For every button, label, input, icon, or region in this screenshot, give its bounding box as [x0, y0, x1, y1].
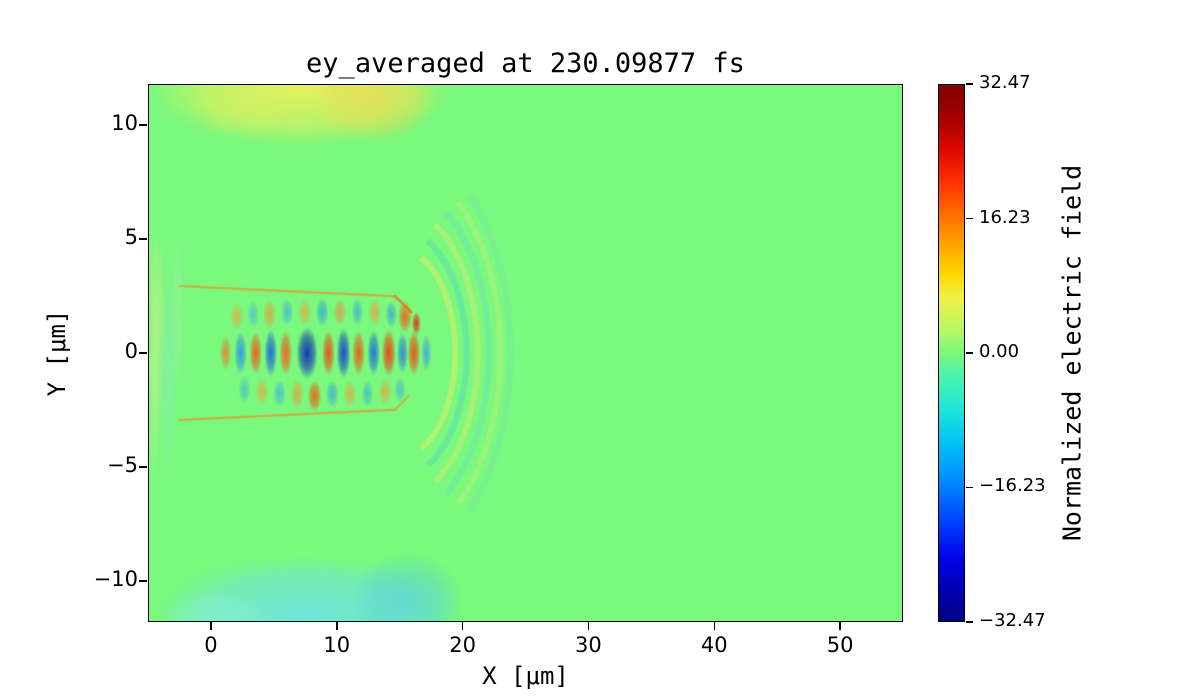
- x-tick-mark: [713, 622, 715, 630]
- colorbar-tick-mark: [966, 621, 973, 623]
- x-tick-label: 30: [575, 633, 602, 657]
- x-tick-label: 40: [700, 633, 728, 657]
- y-tick-mark: [139, 238, 147, 240]
- colorbar-gradient: [939, 85, 964, 621]
- x-tick-label: 0: [204, 633, 218, 657]
- colorbar: [938, 84, 965, 622]
- y-tick-mark: [139, 352, 147, 354]
- y-axis-label: Y [μm]: [43, 309, 71, 397]
- plot-title: ey_averaged at 230.09877 fs: [306, 48, 745, 79]
- colorbar-tick-mark: [966, 217, 973, 220]
- colorbar-tick-label: −16.23: [979, 475, 1046, 497]
- x-axis-label: X [μm]: [482, 662, 569, 690]
- y-tick-mark: [139, 466, 147, 468]
- y-tick-label: −5: [107, 452, 138, 477]
- y-tick-label: 10: [111, 111, 138, 136]
- x-tick-label: 50: [826, 633, 854, 657]
- colorbar-tick-label: 0.00: [979, 341, 1020, 362]
- x-tick-mark: [587, 622, 590, 630]
- y-tick-label: 5: [124, 225, 138, 250]
- x-tick-label: 10: [323, 633, 351, 657]
- y-tick-label: 0: [124, 339, 138, 363]
- colorbar-tick-label: 32.47: [979, 72, 1031, 93]
- colorbar-axis-label: Normalized electric field: [1057, 164, 1087, 542]
- y-tick-mark: [139, 124, 147, 126]
- y-tick-label: −10: [93, 566, 138, 591]
- plot-area: [148, 84, 903, 622]
- y-tick-mark: [139, 580, 147, 582]
- colorbar-tick-mark: [966, 352, 973, 354]
- x-tick-mark: [839, 622, 841, 630]
- colorbar-tick-label: 16.23: [979, 206, 1031, 228]
- colorbar-tick-mark: [966, 486, 973, 489]
- x-tick-mark: [336, 622, 338, 630]
- colorbar-tick-label: −32.47: [979, 610, 1046, 631]
- x-tick-mark: [210, 622, 212, 630]
- colorbar-tick-mark: [966, 83, 973, 85]
- x-tick-label: 20: [449, 633, 476, 657]
- x-tick-mark: [461, 622, 464, 630]
- heatmap-canvas: [149, 85, 902, 621]
